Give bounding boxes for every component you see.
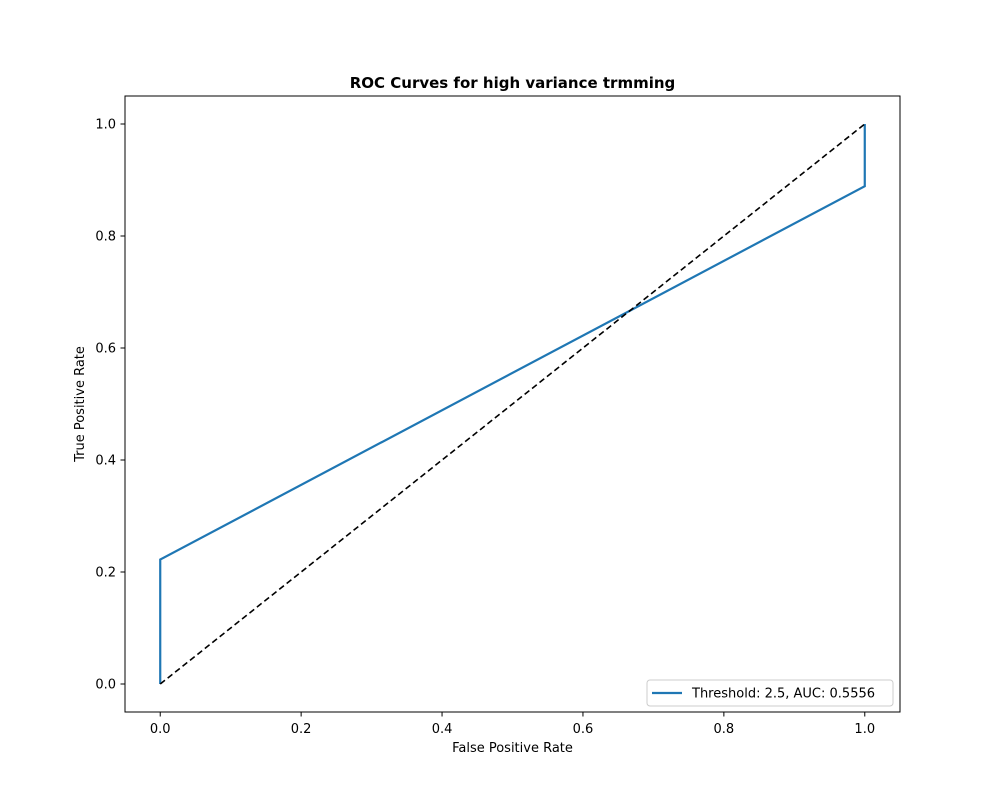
x-tick-label: 0.2 bbox=[291, 722, 312, 737]
x-tick-label: 0.0 bbox=[150, 722, 171, 737]
y-tick-label: 1.0 bbox=[95, 118, 116, 133]
roc-curve-line bbox=[159, 124, 866, 684]
x-tick-label: 0.8 bbox=[714, 722, 735, 737]
chart-title: ROC Curves for high variance trmming bbox=[350, 74, 676, 92]
plot-area bbox=[124, 95, 901, 713]
chance-diagonal-line bbox=[159, 123, 866, 685]
legend-label: Threshold: 2.5, AUC: 0.5556 bbox=[691, 687, 875, 702]
x-tick-label: 1.0 bbox=[854, 722, 875, 737]
y-axis-label: True Positive Rate bbox=[73, 346, 88, 463]
y-tick-label: 0.6 bbox=[95, 342, 116, 357]
plot-frame bbox=[124, 95, 901, 713]
legend-box bbox=[646, 679, 894, 707]
y-tick-label: 0.0 bbox=[95, 678, 116, 693]
y-axis: 0.0 0.2 0.4 0.6 0.8 1.0 bbox=[95, 118, 125, 693]
x-tick-label: 0.6 bbox=[573, 722, 594, 737]
x-tick-label: 0.4 bbox=[432, 722, 453, 737]
legend: Threshold: 2.5, AUC: 0.5556 bbox=[646, 679, 894, 707]
y-tick-label: 0.8 bbox=[95, 230, 116, 245]
y-tick-label: 0.2 bbox=[95, 566, 116, 581]
x-axis-label: False Positive Rate bbox=[452, 741, 573, 756]
x-axis: 0.0 0.2 0.4 0.6 0.8 1.0 bbox=[150, 712, 875, 737]
y-tick-label: 0.4 bbox=[95, 454, 116, 469]
